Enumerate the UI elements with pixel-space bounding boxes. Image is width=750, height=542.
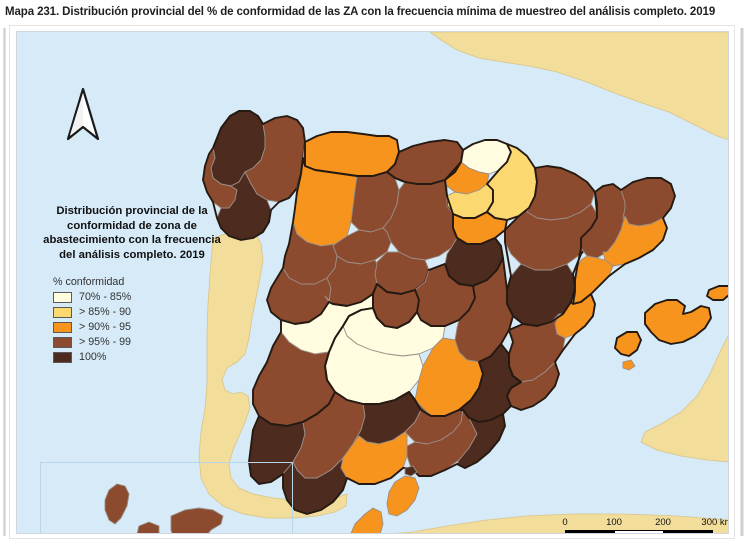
map-canvas[interactable]: .b0{fill:#fffce0} .b1{fill:#fcd870} .b2{… (16, 31, 729, 534)
legend-item-0[interactable]: 70% - 85% (53, 291, 239, 303)
legend-label-2: > 90% - 95 (79, 321, 131, 334)
legend-swatch-4 (53, 351, 72, 363)
legend-swatch-3 (53, 336, 72, 348)
scale-bar: 0 100 200 300 km (562, 517, 728, 533)
legend-item-4[interactable]: 100% (53, 351, 239, 363)
legend-label-4: 100% (79, 351, 107, 364)
region-cornisa-cantabrica (302, 131, 512, 219)
region-navarra-rioja (452, 143, 538, 245)
neighbouring-land-group (198, 32, 728, 533)
africa-landmass (396, 513, 728, 533)
africa-morocco-north (640, 335, 728, 463)
island-la-palma (104, 483, 130, 525)
legend-item-3[interactable]: > 95% - 99 (53, 336, 239, 348)
north-arrow-icon (66, 87, 100, 141)
legend-title: Distribución provincial de la conformida… (43, 205, 221, 261)
region-aragon (504, 165, 598, 327)
region-border-cataluna (572, 177, 676, 305)
scale-tick-3: 300 km (701, 517, 728, 528)
region-border-menorca (706, 285, 728, 301)
region-border-ibiza (614, 331, 642, 357)
region-canarias-inset (104, 465, 420, 533)
legend-label-3: > 95% - 99 (79, 336, 131, 349)
scale-segment-1 (614, 531, 664, 533)
figure-title: Mapa 231. Distribución provincial del % … (5, 6, 716, 18)
legend-item-2[interactable]: > 90% - 95 (53, 321, 239, 333)
legend-label-1: > 85% - 90 (79, 306, 131, 319)
region-centro (252, 257, 514, 427)
region-levante (458, 293, 596, 423)
right-scroll-rail[interactable] (740, 28, 744, 536)
portugal-landmass (198, 227, 348, 519)
legend-subtitle: % conformidad (53, 276, 125, 289)
region-galicia (202, 110, 306, 241)
spain-choropleth-map: .b0{fill:#fffce0} .b1{fill:#fcd870} .b2{… (17, 32, 728, 533)
region-border-galicia (202, 110, 306, 241)
legend-swatch-2 (53, 321, 72, 333)
canary-islands-inset-frame (40, 462, 293, 533)
region-andalucia (248, 391, 506, 515)
left-scroll-rail (3, 28, 6, 536)
scale-segment-0 (566, 531, 615, 533)
island-lanzarote (386, 475, 420, 517)
scale-segment-2 (663, 531, 713, 533)
island-fuerteventura (350, 507, 384, 533)
scale-tick-2: 200 (655, 517, 671, 528)
map-legend: Distribución provincial de la conformida… (39, 204, 239, 363)
scale-tick-1: 100 (606, 517, 622, 528)
island-tenerife (170, 507, 224, 533)
region-border-andalucia (248, 391, 506, 515)
region-border-mallorca (644, 299, 712, 345)
scale-tick-0: 0 (562, 517, 568, 528)
legend-swatch-0 (53, 291, 72, 303)
scale-bar-labels: 0 100 200 300 km (562, 517, 728, 529)
region-castilla-y-leon (266, 157, 504, 325)
figure-frame: .b0{fill:#fffce0} .b1{fill:#fcd870} .b2{… (9, 25, 735, 539)
legend-label-0: 70% - 85% (79, 291, 132, 304)
island-la-graciosa (404, 465, 418, 477)
region-illes-balears (614, 285, 728, 371)
region-border-extremadura (252, 293, 374, 427)
island-la-gomera (136, 521, 160, 533)
legend-swatch-1 (53, 306, 72, 318)
scale-bar-graphic (565, 530, 713, 533)
legend-item-1[interactable]: > 85% - 90 (53, 306, 239, 318)
island-formentera (622, 359, 636, 371)
france-landmass (429, 32, 728, 140)
region-cataluna (572, 177, 676, 305)
